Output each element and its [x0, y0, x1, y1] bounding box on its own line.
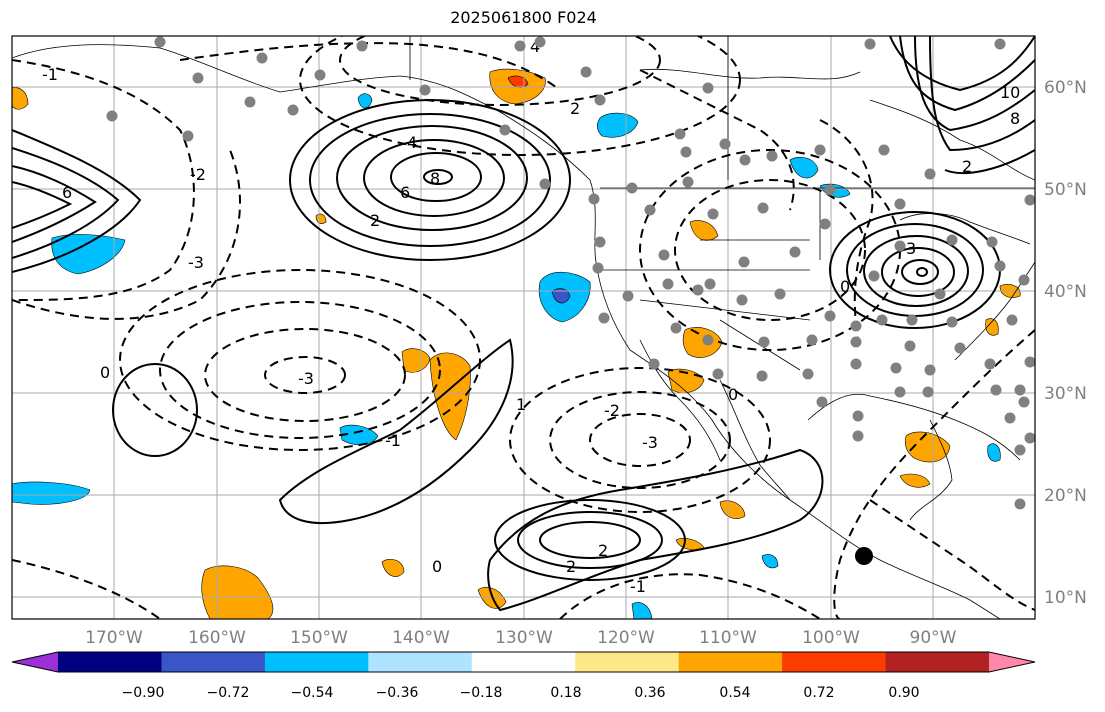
lat-tick-labels: 60°N 50°N 40°N 30°N 20°N 10°N — [1044, 78, 1087, 608]
colorbar — [11, 651, 1036, 673]
colorbar-segment — [782, 652, 887, 672]
contour-label: 4 — [407, 133, 417, 152]
contour-label: -3 — [298, 369, 314, 388]
colorbar-segment — [471, 652, 576, 672]
contour-label: 3 — [906, 239, 916, 258]
contour-label: 6 — [62, 183, 72, 202]
colorbar-extend-low — [12, 652, 58, 672]
map-frame — [11, 35, 1036, 620]
colorbar-segment — [885, 652, 990, 672]
contour-label: -1 — [630, 577, 646, 596]
colorbar-segment — [368, 652, 473, 672]
black-marker — [855, 547, 873, 565]
colorbar-segment — [575, 652, 680, 672]
colorbar-label: 0.72 — [803, 685, 834, 701]
colorbar-segment — [678, 652, 783, 672]
colorbar-label: 0.54 — [719, 685, 750, 701]
colorbar-segment — [58, 652, 162, 672]
lon-label: 110°W — [699, 628, 757, 648]
colorbar-segment — [264, 652, 369, 672]
contour-label: 2 — [598, 541, 608, 560]
map-title: 2025061800 F024 — [450, 8, 597, 27]
contour-label: 0 — [432, 557, 442, 576]
contour-label: -3 — [642, 433, 658, 452]
lon-label: 140°W — [392, 628, 450, 648]
colorbar-label: −0.72 — [207, 685, 250, 701]
graticule — [12, 36, 1035, 619]
lon-label: 170°W — [85, 628, 143, 648]
colorbar-outline — [11, 651, 1036, 673]
lon-label: 150°W — [290, 628, 348, 648]
contour-label: 2 — [962, 157, 972, 176]
lon-tick-labels: 170°W 160°W 150°W 140°W 130°W 120°W 110°… — [85, 628, 957, 648]
contour-label: 0 — [840, 277, 850, 296]
contour-label: -1 — [42, 65, 58, 84]
lat-label: 30°N — [1044, 384, 1087, 404]
contour-label: -1 — [385, 431, 401, 450]
colorbar-extend-high — [989, 652, 1035, 672]
map-area: 4 6 2 8 -3 0 -1 2 -2 -3 -1 4 6 10 8 2 0 … — [12, 36, 1035, 619]
colorbar-label: 0.90 — [888, 685, 919, 701]
contour-label: 10 — [1000, 83, 1020, 102]
contour-label: 2 — [370, 211, 380, 230]
contour-label: -3 — [188, 253, 204, 272]
contour-label: 0 — [100, 363, 110, 382]
colorbar-segment — [161, 652, 266, 672]
contour-label: 8 — [1010, 109, 1020, 128]
lon-label: 160°W — [188, 628, 246, 648]
lon-label: 90°W — [910, 628, 957, 648]
lon-label: 100°W — [802, 628, 860, 648]
contour-label: 1 — [516, 395, 526, 414]
contour-label: 2 — [566, 557, 576, 576]
station-dots — [106, 36, 1035, 510]
shaded-patches — [12, 68, 1021, 619]
contour-label: 4 — [530, 37, 540, 56]
lon-label: 130°W — [495, 628, 553, 648]
contour-label: -2 — [604, 401, 620, 420]
colorbar-label: −0.54 — [291, 685, 334, 701]
colorbar-labels: −0.90 −0.72 −0.54 −0.36 −0.18 0.18 0.36 … — [122, 685, 920, 701]
lon-label: 120°W — [597, 628, 655, 648]
lat-label: 10°N — [1044, 588, 1087, 608]
colorbar-label: −0.90 — [122, 685, 165, 701]
contour-label: 8 — [430, 169, 440, 188]
colorbar-label: −0.18 — [460, 685, 503, 701]
colorbar-label: 0.36 — [634, 685, 665, 701]
colorbar-label: 0.18 — [550, 685, 581, 701]
lat-label: 20°N — [1044, 486, 1087, 506]
contour-label: -2 — [190, 165, 206, 184]
contour-labels: 4 6 2 8 -3 0 -1 2 -2 -3 -1 4 6 10 8 2 0 … — [42, 37, 1020, 596]
contour-label: 0 — [728, 385, 738, 404]
contour-label: 2 — [570, 99, 580, 118]
contours-solid — [12, 36, 1035, 612]
contour-label: 6 — [400, 183, 410, 202]
lat-label: 50°N — [1044, 180, 1087, 200]
lat-label: 40°N — [1044, 282, 1087, 302]
lat-label: 60°N — [1044, 78, 1087, 98]
contours-dashed — [12, 36, 1035, 619]
colorbar-label: −0.36 — [376, 685, 419, 701]
